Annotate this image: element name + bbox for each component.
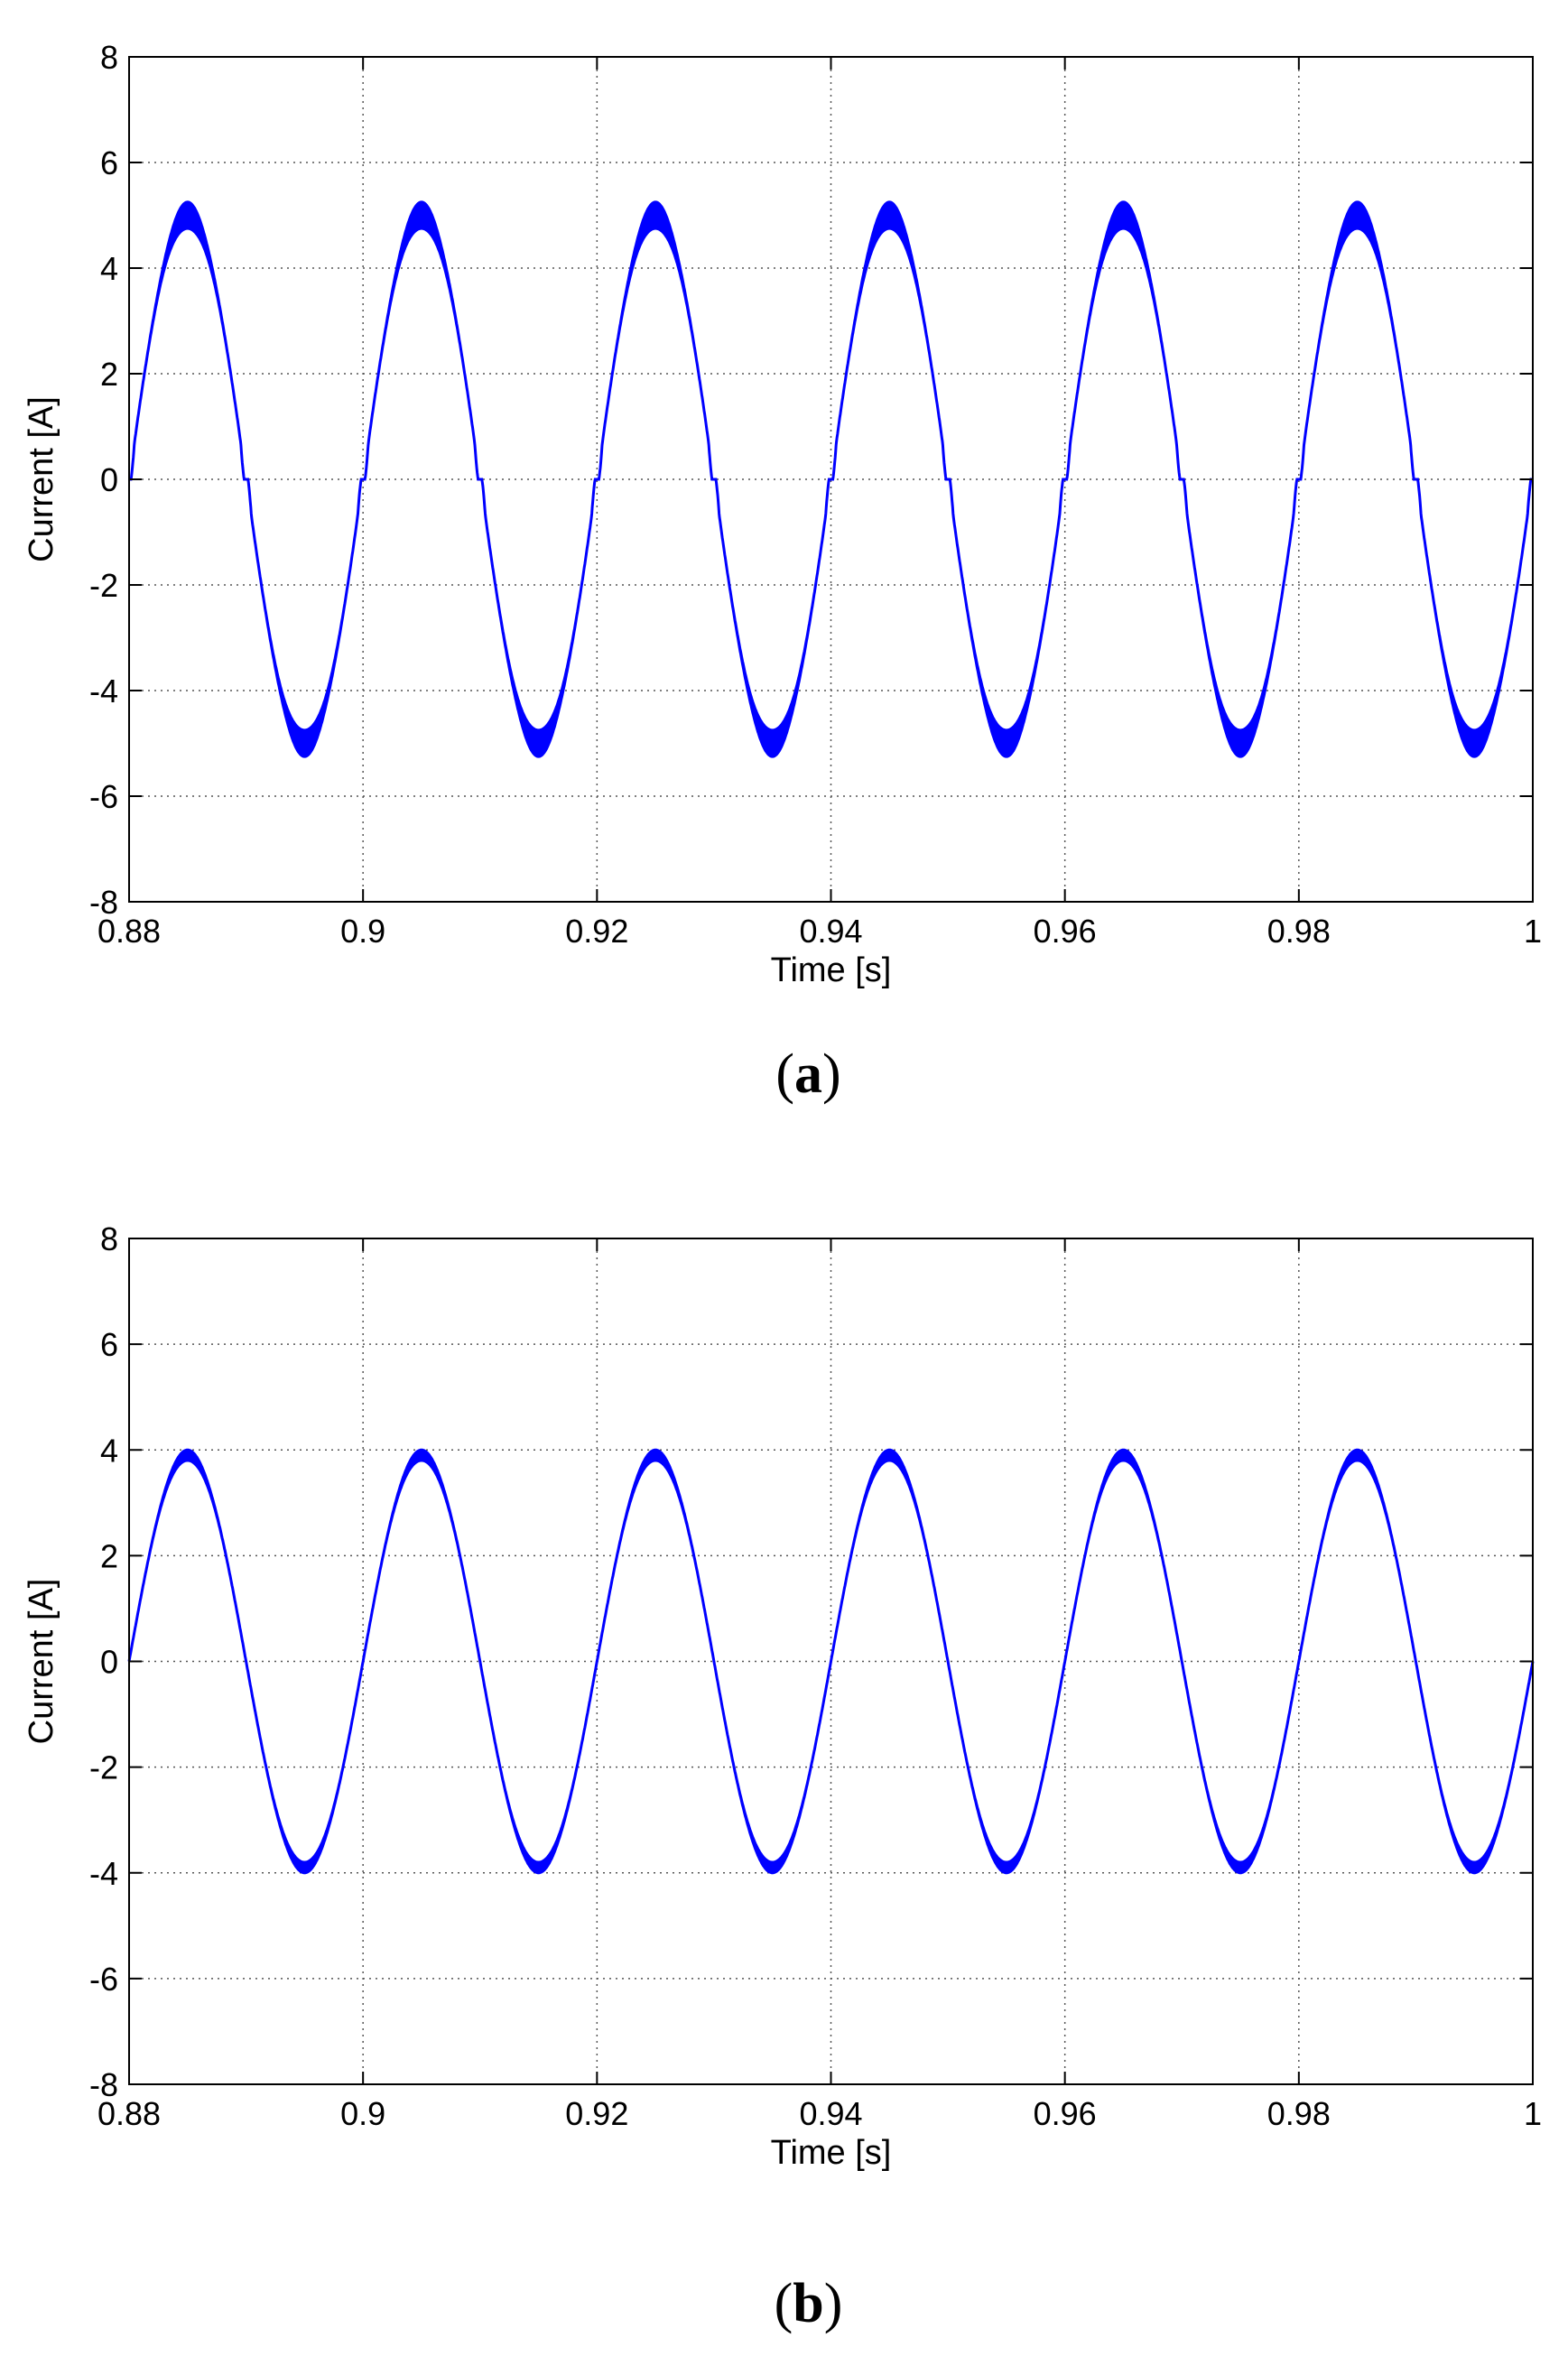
y-tick-label-a-2: 2	[100, 356, 118, 393]
y-tick-label-a-4: -4	[89, 672, 118, 710]
panel-letter-a: a	[794, 1044, 822, 1105]
series-line-a	[129, 200, 1533, 758]
x-tick-label-a-0-88: 0.88	[97, 913, 161, 950]
y-tick-label-b-4: -4	[89, 1855, 118, 1892]
x-tick-label-b-0-96: 0.96	[1034, 2095, 1097, 2132]
y-tick-label-b-4: 4	[100, 1432, 118, 1469]
y-tick-label-b-8: 8	[100, 1220, 118, 1257]
x-tick-label-a-0-96: 0.96	[1034, 913, 1097, 950]
x-tick-label-a-0-94: 0.94	[799, 913, 862, 950]
x-tick-labels-a: 0.88 0.9 0.92 0.94 0.96 0.98 1	[97, 913, 1542, 950]
x-tick-label-a-0-98: 0.98	[1267, 913, 1331, 950]
y-tick-labels-b: -8 -6 -4 -2 0 2 4 6 8	[89, 1220, 118, 2103]
x-tick-label-b-0-9: 0.9	[340, 2095, 385, 2132]
x-tick-label-a-1: 1	[1524, 913, 1542, 950]
y-tick-label-a-8: -8	[89, 884, 118, 921]
y-tick-label-b-0: 0	[100, 1644, 118, 1681]
x-tick-label-a-0-9: 0.9	[340, 913, 385, 950]
x-axis-label-b: Time [s]	[771, 2134, 892, 2172]
panel-label-a: (a)	[775, 1044, 840, 1105]
y-tick-label-b-6: -6	[89, 1961, 118, 1998]
y-tick-label-a-4: 4	[100, 250, 118, 287]
x-tick-label-b-0-92: 0.92	[565, 2095, 628, 2132]
x-tick-label-b-0-88: 0.88	[97, 2095, 161, 2132]
y-tick-label-b-2: -2	[89, 1749, 118, 1786]
x-tick-label-b-1: 1	[1524, 2095, 1542, 2132]
chart-panel-b: 0.88 0.9 0.92 0.94 0.96 0.98 1 -8 -6 -4 -2 0 2 4 6 8 T…	[23, 1220, 1542, 2334]
y-tick-label-a-6: 6	[100, 144, 118, 181]
x-tick-label-b-0-94: 0.94	[799, 2095, 862, 2132]
y-tick-labels-a: -8 -6 -4 -2 0 2 4 6 8	[89, 39, 118, 921]
panel-label-b: (b)	[775, 2273, 843, 2334]
y-tick-label-b-6: 6	[100, 1326, 118, 1363]
x-tick-labels-b: 0.88 0.9 0.92 0.94 0.96 0.98 1	[97, 2095, 1542, 2132]
x-tick-label-a-0-92: 0.92	[565, 913, 628, 950]
y-tick-label-b-8: -8	[89, 2066, 118, 2103]
y-tick-label-a-0: 0	[100, 461, 118, 498]
y-tick-label-a-2: -2	[89, 567, 118, 604]
y-tick-label-a-6: -6	[89, 778, 118, 815]
panel-letter-b: b	[793, 2273, 823, 2334]
chart-panel-a: 0.88 0.9 0.92 0.94 0.96 0.98 1 -8 -6 -4 -2 0 2 4 6 8 T…	[23, 39, 1542, 1105]
y-axis-label-a: Current [A]	[23, 396, 60, 562]
y-axis-label-b: Current [A]	[23, 1579, 60, 1745]
y-tick-label-b-2: 2	[100, 1537, 118, 1574]
x-axis-label-a: Time [s]	[771, 951, 892, 989]
tick-marks-a	[128, 56, 1534, 903]
tick-marks-b	[128, 1238, 1534, 2085]
x-tick-label-b-0-98: 0.98	[1267, 2095, 1331, 2132]
y-tick-label-a-8: 8	[100, 39, 118, 76]
